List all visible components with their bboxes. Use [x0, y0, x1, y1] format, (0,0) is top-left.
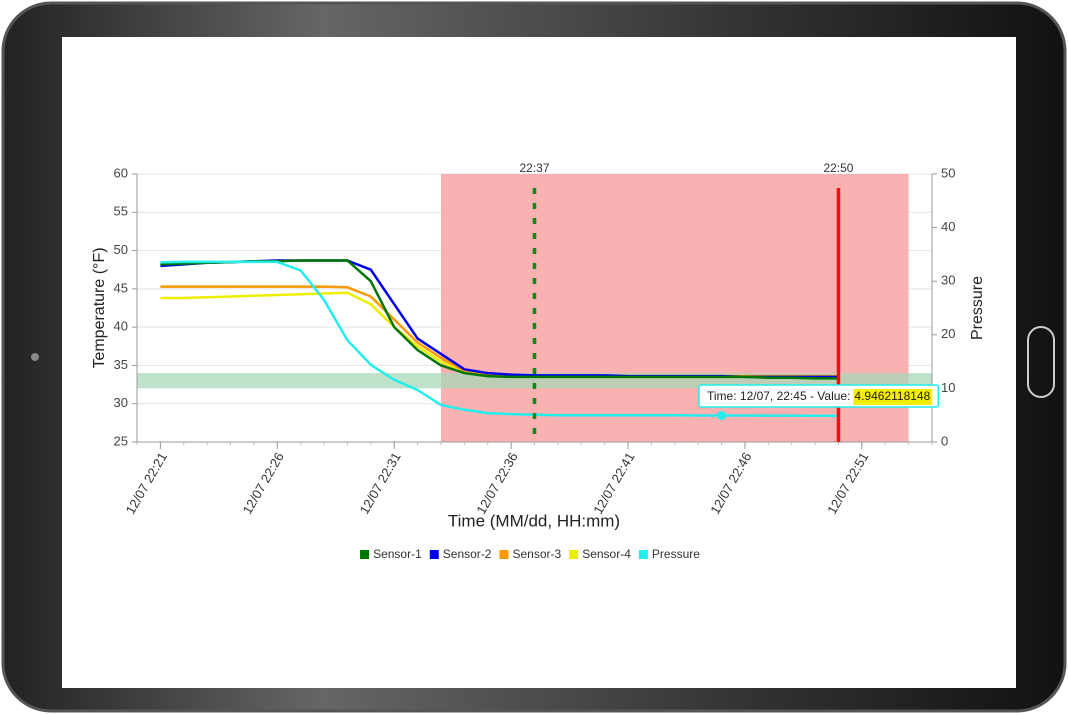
legend-swatch — [430, 550, 439, 559]
legend-label: Pressure — [652, 547, 700, 561]
legend-swatch — [360, 550, 369, 559]
marker-label: 22:50 — [823, 161, 853, 175]
y-axis-title: Temperature (°F) — [91, 247, 108, 368]
y-tick-label: 25 — [114, 433, 128, 448]
y2-axis-title: Pressure — [969, 276, 986, 340]
y-tick-label: 60 — [114, 165, 128, 180]
tooltip-value: 4.9462118148 — [854, 389, 930, 403]
x-axis-title: Time (MM/dd, HH:mm) — [448, 511, 620, 530]
legend-swatch — [499, 550, 508, 559]
y2-tick-label: 0 — [941, 433, 948, 448]
y-tick-label: 50 — [114, 242, 128, 257]
marker-label: 22:37 — [519, 161, 549, 175]
y2-tick-label: 30 — [941, 273, 955, 288]
y2-tick-label: 10 — [941, 380, 955, 395]
legend-label: Sensor-1 — [373, 547, 422, 561]
y-tick-label: 35 — [114, 357, 128, 372]
camera — [31, 353, 39, 361]
legend-swatch — [639, 550, 648, 559]
y-tick-label: 55 — [114, 204, 128, 219]
legend-swatch — [569, 550, 578, 559]
y-tick-label: 45 — [114, 280, 128, 295]
tooltip-text: Time: 12/07, 22:45 - Value: — [707, 389, 850, 403]
tooltip-point — [717, 411, 726, 420]
y-tick-label: 40 — [114, 319, 128, 334]
y2-tick-label: 40 — [941, 219, 955, 234]
y2-tick-label: 50 — [941, 165, 955, 180]
y-tick-label: 30 — [114, 395, 128, 410]
y2-tick-label: 20 — [941, 326, 955, 341]
legend-label: Sensor-2 — [443, 547, 492, 561]
legend-label: Sensor-3 — [512, 547, 561, 561]
tooltip: Time: 12/07, 22:45 - Value: 4.9462118148 — [699, 385, 938, 407]
page: Temperature (°F) Pressure Time (MM/dd, H… — [0, 0, 1068, 714]
legend-label: Sensor-4 — [582, 547, 631, 561]
